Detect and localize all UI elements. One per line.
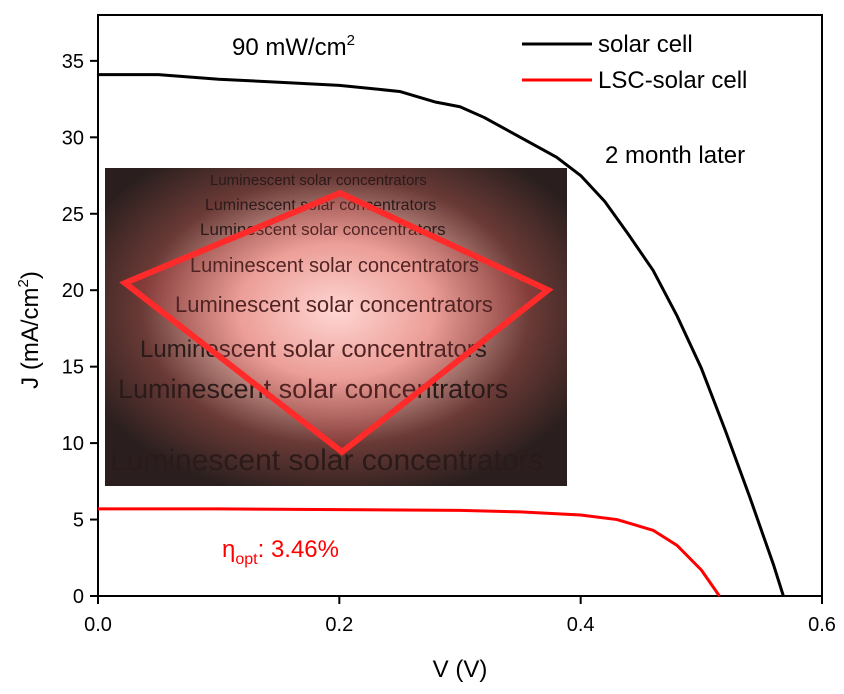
y-label-sup: 2: [15, 279, 32, 287]
chart: Luminescent solar concentrators Luminesce…: [0, 0, 844, 689]
irradiance-sup: 2: [347, 32, 355, 49]
efficiency-symbol: η: [222, 536, 235, 563]
inset-text: Luminescent solar concentrators: [110, 444, 544, 477]
efficiency-sub: opt: [235, 551, 258, 568]
y-tick-label: 15: [62, 357, 84, 379]
x-tick-label: 0.0: [84, 614, 112, 636]
y-tick-label: 25: [62, 204, 84, 226]
y-tick-label: 35: [62, 51, 84, 73]
y-tick-label: 0: [73, 586, 84, 608]
irradiance-label: 90 mW/cm2: [232, 32, 355, 61]
efficiency-label: ηopt: 3.46%: [222, 536, 339, 568]
x-tick-label: 0.6: [808, 614, 836, 636]
x-tick-label: 0.4: [567, 614, 595, 636]
legend-label: solar cell: [598, 31, 693, 58]
series-line: [98, 509, 719, 596]
y-tick-label: 5: [73, 510, 84, 532]
y-axis-label: J (mA/cm2): [15, 271, 44, 389]
inset-photo: Luminescent solar concentrators Luminesce…: [105, 168, 567, 486]
time-label: 2 month later: [605, 142, 745, 169]
x-tick-label: 0.2: [325, 614, 353, 636]
inset-text: Luminescent solar concentrators: [210, 172, 427, 189]
y-tick-label: 20: [62, 280, 84, 302]
efficiency-text: : 3.46%: [258, 536, 339, 563]
irradiance-text: 90 mW/cm: [232, 34, 347, 61]
y-tick-label: 30: [62, 127, 84, 149]
y-tick-label: 10: [62, 433, 84, 455]
x-axis-label: V (V): [433, 656, 488, 683]
y-label-text: J (mA/cm: [17, 288, 44, 389]
legend-label: LSC-solar cell: [598, 67, 747, 94]
y-label-tail: ): [17, 271, 44, 279]
